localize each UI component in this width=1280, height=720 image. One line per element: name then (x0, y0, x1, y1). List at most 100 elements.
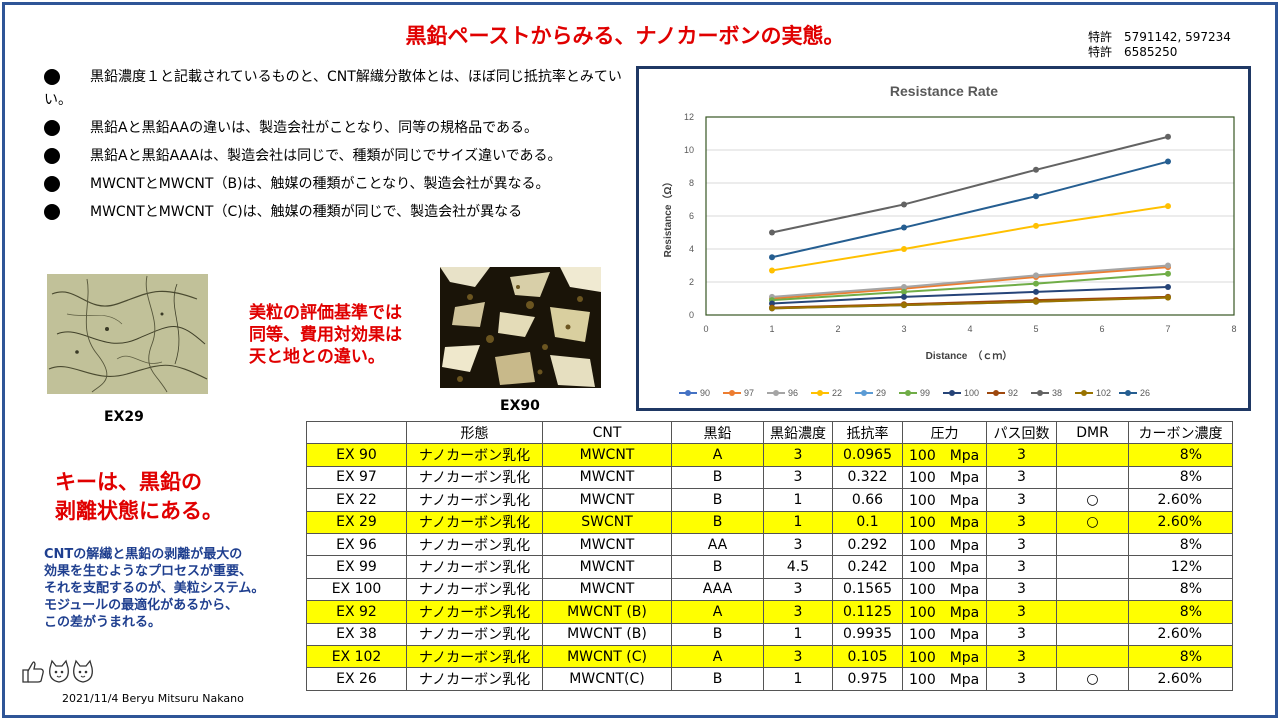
cell-graphite: A (671, 600, 764, 624)
bullet-item: 黒鉛濃度１と記載されているものと、CNT解繊分散体とは、ほぼ同じ抵抗率とみていい… (44, 66, 634, 112)
legend-marker (773, 390, 779, 396)
bullet-list: 黒鉛濃度１と記載されているものと、CNT解繊分散体とは、ほぼ同じ抵抗率とみていい… (44, 66, 634, 229)
legend-label: 100 (964, 388, 979, 398)
ex90-micrograph-image (440, 267, 601, 388)
cell-resistivity: 0.66 (832, 488, 903, 512)
col-header-pressure: 圧力 (902, 420, 987, 445)
cell-resistivity: 0.9935 (832, 622, 903, 646)
cell-resistivity: 0.292 (832, 532, 903, 557)
cell-sample: EX 38 (306, 622, 407, 646)
cell-graphite-conc: 1 (763, 488, 833, 512)
data-point-26 (1033, 193, 1039, 200)
series-line-26 (771, 160, 1169, 259)
cell-sample: EX 96 (306, 532, 407, 557)
data-point-26 (769, 254, 775, 261)
data-point-38 (1033, 166, 1039, 173)
cell-form: ナノカーボン乳化 (406, 622, 543, 646)
legend-label: 102 (1096, 388, 1111, 398)
cell-cnt: MWCNT (542, 465, 672, 490)
table-row: EX 100 ナノカーボン乳化 MWCNT AAA 3 0.1565 100 Mpa 3 8% (306, 577, 1233, 602)
note-line: この差がうまれる。 (44, 615, 162, 630)
legend-marker (949, 390, 955, 396)
col-header-form: 形態 (406, 420, 543, 445)
legend-label: 99 (920, 388, 930, 398)
cell-dmr (1056, 532, 1129, 557)
cell-graphite-conc: 1 (763, 667, 833, 691)
note-line: 剥離状態にある。 (55, 499, 223, 523)
cell-graphite-conc: 4.5 (763, 555, 833, 579)
cell-pressure: 100 Mpa (902, 488, 987, 512)
legend-label: 96 (788, 388, 798, 398)
x-tick-label: 0 (703, 324, 708, 334)
series-line-38 (771, 135, 1169, 234)
table-row: EX 102 ナノカーボン乳化 MWCNT (C) A 3 0.105 100 Mpa 3 8% (306, 644, 1233, 669)
data-point-100 (769, 300, 775, 307)
cell-pressure: 100 Mpa (902, 600, 987, 624)
cell-graphite: A (671, 443, 764, 467)
ex29-label: EX29 (104, 409, 144, 425)
col-header-graphite: 黒鉛 (671, 420, 764, 445)
cell-pressure: 100 Mpa (902, 465, 987, 490)
data-point-96 (901, 283, 907, 290)
cell-passes: 3 (986, 622, 1057, 646)
cell-dmr (1056, 622, 1129, 646)
cell-carbon-conc: 2.60% (1128, 622, 1233, 646)
cell-form: ナノカーボン乳化 (406, 488, 543, 512)
data-point-26 (1165, 158, 1171, 165)
table-row: EX 96 ナノカーボン乳化 MWCNT AA 3 0.292 100 Mpa 3 8% (306, 532, 1233, 557)
cell-cnt: MWCNT (542, 443, 672, 467)
series-line-96 (771, 264, 1169, 298)
legend-marker (861, 390, 867, 396)
cell-carbon-conc: 12% (1128, 555, 1233, 579)
data-point-102 (1033, 298, 1039, 305)
cell-cnt: MWCNT (542, 488, 672, 512)
cell-cnt: MWCNT (542, 577, 672, 602)
cell-pressure: 100 Mpa (902, 443, 987, 467)
cell-carbon-conc: 8% (1128, 577, 1233, 602)
bullet-text: MWCNTとMWCNT（C)は、触媒の種類が同じで、製造会社が異なる (90, 204, 523, 220)
cell-graphite-conc: 3 (763, 644, 833, 669)
cell-dmr (1056, 644, 1129, 669)
cell-graphite-conc: 1 (763, 622, 833, 646)
cell-graphite: A (671, 644, 764, 669)
x-tick-label: 5 (1033, 324, 1038, 334)
col-header-cnt: CNT (542, 420, 672, 445)
cell-cnt: MWCNT (542, 532, 672, 557)
emoji-icons (22, 659, 93, 683)
data-point-22 (769, 267, 775, 274)
data-point-100 (901, 293, 907, 300)
legend-marker (1081, 390, 1087, 396)
cell-cnt: MWCNT (542, 555, 672, 579)
data-point-99 (901, 288, 907, 295)
legend-label: 29 (876, 388, 886, 398)
bullet-text: MWCNTとMWCNT（B)は、触媒の種類がことなり、製造会社が異なる。 (90, 176, 550, 192)
legend-marker (685, 390, 691, 396)
bullet-item: MWCNTとMWCNT（B)は、触媒の種類がことなり、製造会社が異なる。 (44, 173, 634, 196)
cell-resistivity: 0.322 (832, 465, 903, 490)
cell-form: ナノカーボン乳化 (406, 510, 543, 534)
legend-label: 97 (744, 388, 754, 398)
legend-label: 38 (1052, 388, 1062, 398)
cell-cnt: MWCNT(C) (542, 667, 672, 691)
x-tick-label: 3 (901, 324, 906, 334)
cell-resistivity: 0.242 (832, 555, 903, 579)
series-line-100 (771, 285, 1169, 305)
resistance-chart: Resistance Rate Distance （ｃｍ） Resistance… (636, 66, 1251, 411)
cell-graphite: B (671, 667, 764, 691)
bullet-text: 黒鉛Aと黒鉛AAAは、製造会社は同じで、種類が同じでサイズ違いである。 (90, 148, 562, 164)
cell-passes: 3 (986, 488, 1057, 512)
note-line: それを支配するのが、美粒システム。 (44, 581, 265, 596)
cell-sample: EX 22 (306, 488, 407, 512)
cell-form: ナノカーボン乳化 (406, 600, 543, 624)
bullet-dot-icon (44, 148, 60, 164)
cell-passes: 3 (986, 577, 1057, 602)
plot-border (705, 116, 1235, 316)
cell-resistivity: 0.105 (832, 644, 903, 669)
bullet-item: 黒鉛Aと黒鉛AAの違いは、製造会社がことなり、同等の規格品である。 (44, 117, 634, 140)
y-tick-label: 4 (689, 244, 694, 254)
cell-passes: 3 (986, 510, 1057, 534)
cell-pressure: 100 Mpa (902, 622, 987, 646)
cell-carbon-conc: 2.60% (1128, 488, 1233, 512)
table-row: EX 92 ナノカーボン乳化 MWCNT (B) A 3 0.1125 100 Mpa 3 8% (306, 600, 1233, 624)
